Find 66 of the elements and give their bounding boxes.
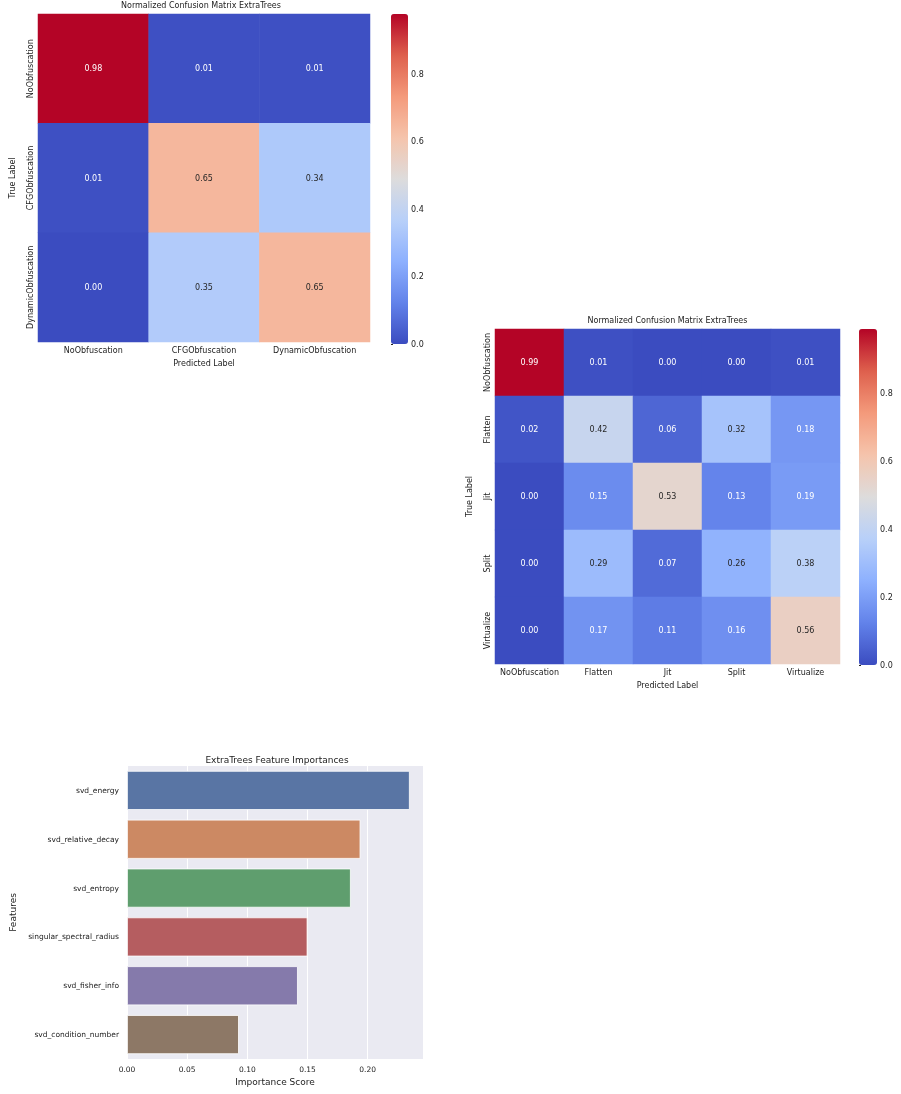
color-bar-label: 0.8 (411, 70, 424, 80)
data-label: 0.07 (658, 559, 677, 568)
data-label: 0.98 (84, 64, 103, 74)
y-tick-label: Split (482, 554, 492, 573)
chart-title: Normalized Confusion Matrix ExtraTrees (587, 315, 748, 325)
data-label: 0.00 (520, 492, 539, 501)
data-label: 0.99 (520, 358, 539, 367)
data-label: 0.06 (658, 425, 677, 434)
data-label: 0.01 (305, 64, 324, 74)
y-axis-title: True Label (7, 157, 17, 200)
data-label: 0.19 (796, 492, 815, 501)
x-tick-label: CFGObfuscation (171, 345, 237, 355)
color-bar-label: 0.8 (880, 388, 893, 398)
color-bar-label: 0.4 (411, 204, 424, 214)
data-label: 0.15 (589, 492, 608, 501)
color-bar-label: 0.0 (411, 339, 424, 349)
y-tick-label: NoObfuscation (25, 39, 35, 99)
color-bar-label: 0.6 (411, 137, 424, 147)
data-label: 0.34 (305, 173, 324, 183)
data-label: 0.42 (589, 425, 608, 434)
data-label: 0.01 (589, 358, 608, 367)
data-label: 0.00 (727, 358, 746, 367)
data-label: 0.65 (195, 173, 213, 183)
y-tick-label: Jit (482, 492, 492, 502)
data-label: 0.16 (727, 626, 746, 635)
y-axis-title: True Label (464, 475, 474, 519)
data-label: 0.53 (658, 492, 677, 501)
data-label: 0.18 (796, 425, 815, 434)
data-label: 0.00 (84, 282, 103, 292)
data-label: 0.29 (589, 559, 608, 568)
data-label: 0.35 (195, 282, 213, 292)
x-axis-title: Predicted Label (636, 680, 699, 690)
data-label: 0.17 (589, 626, 608, 635)
color-bar-label: 0.2 (411, 272, 424, 282)
data-label: 0.01 (84, 173, 103, 183)
x-axis-title: Importance Score (235, 1077, 316, 1088)
data-label: 0.26 (727, 559, 746, 568)
data-label: 0.32 (727, 425, 746, 434)
chart-title: ExtraTrees Feature Importances (205, 754, 349, 765)
y-tick-label: CFGObfuscation (25, 145, 35, 211)
x-tick-label: Jit (662, 667, 672, 677)
x-tick-label: NoObfuscation (500, 667, 559, 677)
y-tick-label: Virtualize (482, 611, 492, 650)
data-label: 0.00 (520, 559, 539, 568)
x-tick-label: DynamicObfuscation (272, 345, 357, 355)
chart-title: Normalized Confusion Matrix ExtraTrees (121, 0, 281, 10)
data-label: 0.56 (796, 626, 815, 635)
x-axis-title: Predicted Label (173, 358, 235, 368)
data-label: 0.38 (796, 559, 815, 568)
x-tick-label: Virtualize (786, 667, 825, 677)
y-tick-label: Flatten (482, 415, 492, 444)
color-bar-label: 0.2 (880, 592, 893, 602)
data-label: 0.13 (727, 492, 746, 501)
data-label: 0.02 (520, 425, 539, 434)
x-tick-label: Flatten (584, 667, 613, 677)
data-label: 0.11 (658, 626, 677, 635)
color-bar-label: 0.4 (880, 524, 893, 534)
data-label: 0.65 (305, 282, 324, 292)
data-label: 0.01 (796, 358, 815, 367)
color-bar-label: 0.6 (880, 456, 893, 466)
data-label: 0.00 (520, 626, 539, 635)
x-tick-label: Split (727, 667, 746, 677)
y-axis-title: Features (7, 892, 18, 932)
color-bar-label: 0.0 (880, 660, 893, 670)
data-label: 0.00 (658, 358, 677, 367)
data-label: 0.01 (195, 64, 213, 74)
